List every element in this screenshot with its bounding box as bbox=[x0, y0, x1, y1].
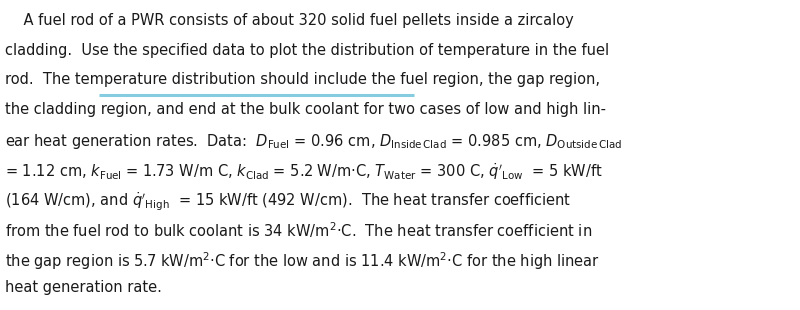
Text: cladding.  Use the specified data to plot the distribution of temperature in the: cladding. Use the specified data to plot… bbox=[5, 43, 609, 58]
Text: the cladding region, and end at the bulk coolant for two cases of low and high l: the cladding region, and end at the bulk… bbox=[5, 102, 606, 117]
Text: heat generation rate.: heat generation rate. bbox=[5, 280, 162, 295]
Text: rod.  The temperature distribution should include the fuel region, the gap regio: rod. The temperature distribution should… bbox=[5, 72, 600, 87]
Text: the gap region is 5.7 kW/m$^{2}$·C for the low and is 11.4 kW/m$^{2}$·C for the : the gap region is 5.7 kW/m$^{2}$·C for t… bbox=[5, 250, 599, 272]
Text: ear heat generation rates.  Data:  $D_{\mathsf{Fuel}}$ = 0.96 cm, $D_{\mathsf{In: ear heat generation rates. Data: $D_{\ma… bbox=[5, 131, 622, 151]
Text: (164 W/cm), and $\dot{q}'_{\mathsf{High}}$  = 15 kW/ft (492 W/cm).  The heat tra: (164 W/cm), and $\dot{q}'_{\mathsf{High}… bbox=[5, 191, 570, 213]
Text: A fuel rod of a PWR consists of about 320 solid fuel pellets inside a zircaloy: A fuel rod of a PWR consists of about 32… bbox=[5, 13, 574, 28]
Text: = 1.12 cm, $k_{\mathsf{Fuel}}$ = 1.73 W/m C, $k_{\mathsf{Clad}}$ = 5.2 W/m·C, $T: = 1.12 cm, $k_{\mathsf{Fuel}}$ = 1.73 W/… bbox=[5, 161, 602, 182]
Text: from the fuel rod to bulk coolant is 34 kW/m$^{2}$·C.  The heat transfer coeffic: from the fuel rod to bulk coolant is 34 … bbox=[5, 220, 592, 240]
